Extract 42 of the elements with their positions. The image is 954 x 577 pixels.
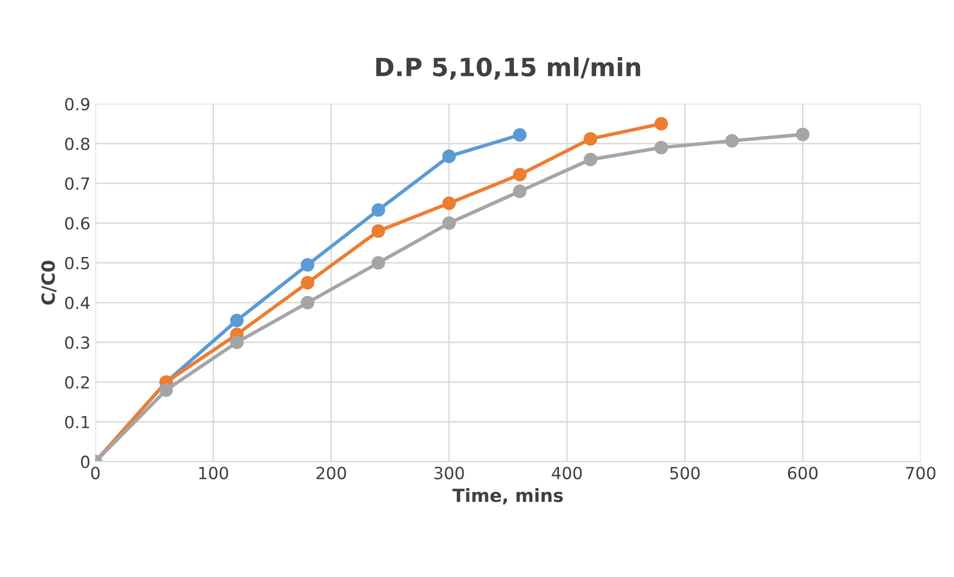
- y-tick-label: 0.9: [65, 98, 90, 110]
- point: [230, 336, 244, 350]
- point: [513, 128, 527, 142]
- y-tick-label: 0.4: [65, 296, 90, 310]
- x-tick-label: 300: [434, 466, 464, 480]
- y-tick-label: 0.1: [65, 416, 89, 428]
- point: [513, 168, 527, 182]
- point: [372, 256, 386, 270]
- y-tick-label: 0.6: [65, 217, 90, 230]
- point: [654, 116, 668, 131]
- y-tick-label: 0.2: [65, 376, 89, 389]
- point: [442, 196, 456, 210]
- point: [159, 383, 173, 397]
- point: [725, 134, 739, 148]
- point: [584, 152, 598, 166]
- y-tick-label: 0.7: [65, 177, 90, 190]
- x-tick-label: 400: [552, 466, 582, 480]
- point: [796, 128, 810, 142]
- point: [300, 296, 314, 310]
- point: [654, 140, 668, 154]
- point: [372, 224, 386, 238]
- y-axis-title: C/C0: [41, 260, 56, 305]
- point: [230, 314, 244, 328]
- x-tick-label: 700: [906, 466, 936, 480]
- point: [584, 132, 598, 146]
- y-tick-label: 0.5: [65, 256, 90, 270]
- y-tick-label: 0.8: [65, 138, 90, 150]
- point: [442, 150, 456, 164]
- x-tick-label: 0: [91, 466, 100, 480]
- x-tick-label: 600: [788, 466, 818, 480]
- x-tick-label: 100: [199, 466, 228, 480]
- x-axis-title: Time, mins: [452, 488, 563, 504]
- point: [442, 216, 456, 230]
- chart-title: D.P 5,10,15 ml/min: [376, 57, 640, 80]
- y-tick-label: 0: [81, 456, 90, 468]
- point: [300, 258, 314, 272]
- point: [372, 203, 386, 217]
- x-tick-label: 200: [316, 466, 346, 480]
- y-tick-label: 0.3: [65, 336, 90, 349]
- x-tick-label: 500: [670, 466, 700, 480]
- point: [300, 276, 314, 290]
- point: [513, 184, 527, 198]
